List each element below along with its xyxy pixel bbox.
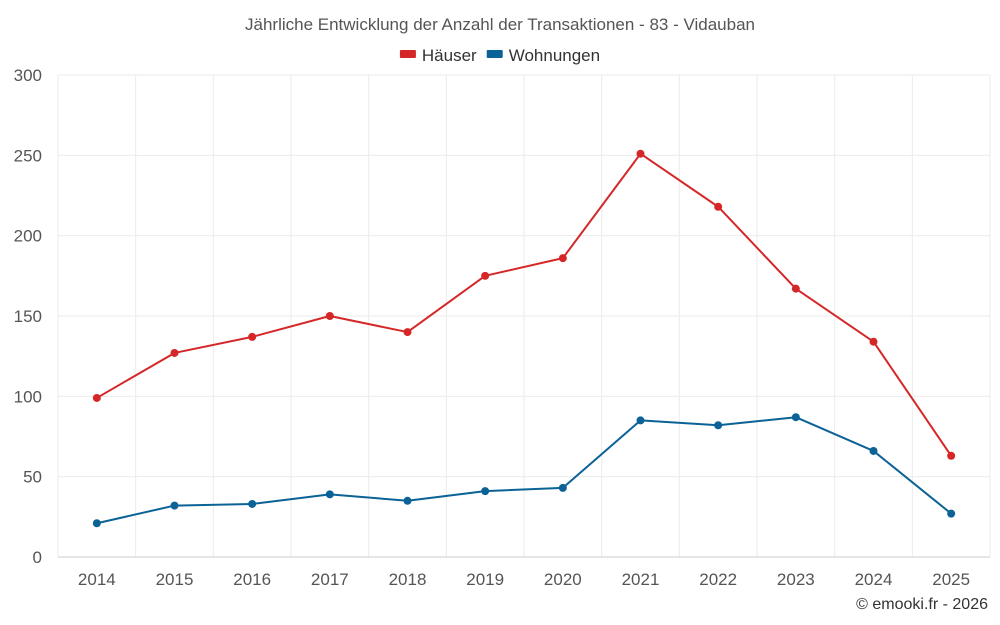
y-tick-label: 100 xyxy=(14,387,42,406)
data-point[interactable] xyxy=(558,483,567,492)
data-point[interactable] xyxy=(947,451,956,460)
data-point[interactable] xyxy=(92,393,101,402)
data-point[interactable] xyxy=(636,149,645,158)
x-tick-label: 2019 xyxy=(466,570,504,589)
data-point[interactable] xyxy=(481,487,490,496)
y-tick-label: 150 xyxy=(14,307,42,326)
data-point[interactable] xyxy=(869,337,878,346)
x-axis-ticks: 2014 2015 2016 2017 2018 2019 2020 2021 2022 2023… xyxy=(78,570,970,589)
credit-text: © emooki.fr - 2026 xyxy=(856,596,988,613)
x-tick-label: 2021 xyxy=(622,570,660,589)
x-tick-label: 2017 xyxy=(311,570,349,589)
series-haeuser xyxy=(92,149,956,460)
data-point[interactable] xyxy=(403,328,412,337)
data-point[interactable] xyxy=(558,254,567,263)
data-point[interactable] xyxy=(248,332,257,341)
x-tick-label: 2022 xyxy=(699,570,737,589)
x-tick-label: 2015 xyxy=(156,570,194,589)
data-point[interactable] xyxy=(248,499,257,508)
y-tick-label: 0 xyxy=(33,548,42,567)
series-line xyxy=(96,152,952,457)
legend-swatch xyxy=(399,50,416,58)
legend-label: Wohnungen xyxy=(509,46,600,65)
data-point[interactable] xyxy=(481,271,490,280)
data-point[interactable] xyxy=(325,312,334,320)
series-wohnungen xyxy=(92,413,956,528)
y-axis-ticks: 0 50 100 150 200 250 300 xyxy=(14,66,42,567)
x-tick-label: 2024 xyxy=(855,570,893,589)
data-point[interactable] xyxy=(170,348,179,357)
grid-lines xyxy=(57,74,991,557)
x-tick-label: 2018 xyxy=(389,570,427,589)
legend-item[interactable]: Häuser xyxy=(399,46,477,65)
data-point[interactable] xyxy=(92,519,101,528)
x-tick-label: 2020 xyxy=(544,570,582,589)
legend[interactable]: Häuser Wohnungen xyxy=(399,46,600,65)
x-tick-label: 2016 xyxy=(233,570,271,589)
x-tick-label: 2023 xyxy=(777,570,815,589)
data-point[interactable] xyxy=(170,501,179,510)
data-point[interactable] xyxy=(636,416,645,425)
y-tick-label: 50 xyxy=(23,468,42,487)
x-tick-label: 2025 xyxy=(932,570,970,589)
data-point[interactable] xyxy=(947,509,956,518)
legend-swatch xyxy=(486,50,503,58)
data-point[interactable] xyxy=(714,202,723,211)
data-point[interactable] xyxy=(403,496,412,505)
data-point[interactable] xyxy=(714,421,723,430)
y-tick-label: 250 xyxy=(14,146,42,165)
series xyxy=(92,149,956,528)
series-line xyxy=(96,416,952,525)
y-tick-label: 300 xyxy=(14,66,42,85)
data-point[interactable] xyxy=(869,446,878,455)
data-point[interactable] xyxy=(325,490,334,499)
legend-item[interactable]: Wohnungen xyxy=(486,46,600,65)
legend-label: Häuser xyxy=(422,46,477,65)
data-point[interactable] xyxy=(791,284,800,293)
x-tick-label: 2014 xyxy=(78,570,116,589)
data-point[interactable] xyxy=(791,413,800,422)
y-tick-label: 200 xyxy=(14,227,42,246)
chart-title: Jährliche Entwicklung der Anzahl der Tra… xyxy=(245,15,755,34)
